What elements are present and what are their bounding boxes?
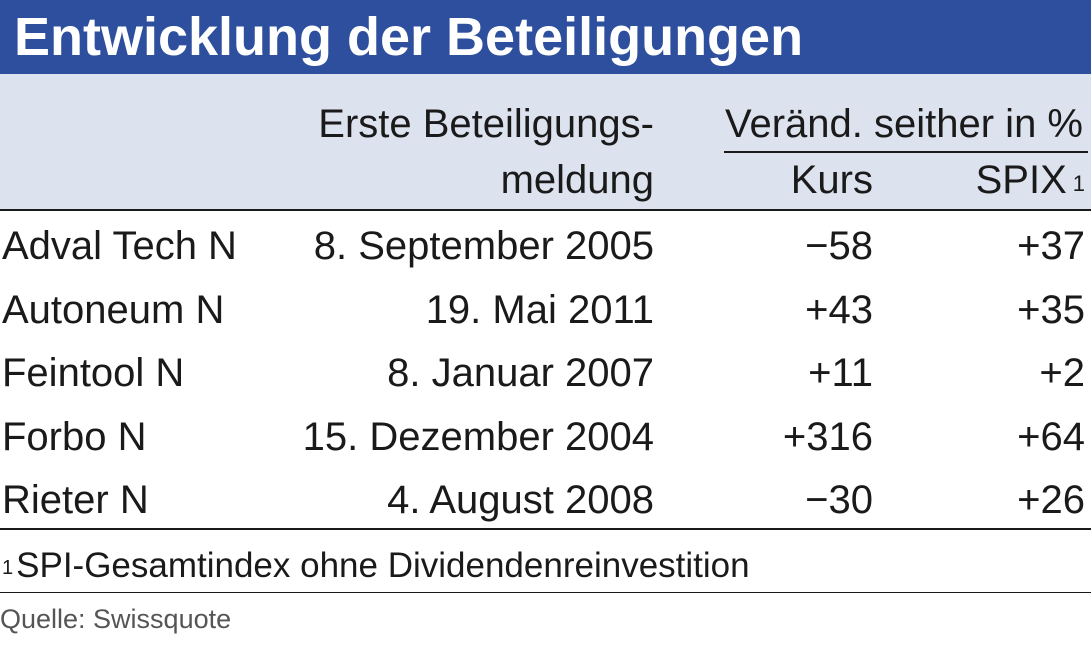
cell-spix: +2 <box>1039 351 1085 395</box>
footnote: 1SPI-Gesamtindex ohne Dividendenreinvest… <box>2 543 750 589</box>
cell-kurs: +11 <box>808 351 873 395</box>
chart-title: Entwicklung der Beteiligungen <box>14 7 804 67</box>
source: Quelle: Swissquote <box>0 604 232 634</box>
cell-spix: +26 <box>1017 478 1085 522</box>
header-spix-footnote-mark: 1 <box>1072 171 1085 196</box>
cell-kurs: −30 <box>805 478 873 522</box>
header-spix-label: SPIX <box>975 158 1067 202</box>
table-bottom-rule <box>0 528 1091 530</box>
cell-name: Rieter N <box>2 478 149 522</box>
header-date-line2: meldung <box>500 158 654 202</box>
cell-name: Adval Tech N <box>2 224 237 268</box>
cell-date: 19. Mai 2011 <box>425 287 654 332</box>
cell-name: Forbo N <box>2 414 147 459</box>
cell-kurs: −58 <box>805 224 873 268</box>
header-kurs: Kurs <box>790 158 873 202</box>
footnote-rule <box>0 592 1091 593</box>
header-change-group: Veränd. seither in % <box>725 102 1083 146</box>
header-group-rule <box>724 151 1088 153</box>
cell-spix: +37 <box>1017 224 1085 268</box>
title-bar <box>0 0 1091 74</box>
footnote-mark: 1 <box>2 557 14 579</box>
cell-spix: +35 <box>1017 287 1085 332</box>
cell-kurs: +43 <box>805 287 873 332</box>
footnote-text: SPI-Gesamtindex ohne Dividendenreinvesti… <box>16 546 750 585</box>
cell-spix: +64 <box>1017 414 1085 459</box>
cell-date: 15. Dezember 2004 <box>302 414 654 459</box>
cell-date: 4. August 2008 <box>387 478 654 522</box>
header-date-line1: Erste Beteiligungs- <box>318 102 654 146</box>
header-bottom-rule <box>0 209 1091 211</box>
cell-kurs: +316 <box>782 414 873 459</box>
cell-name: Autoneum N <box>2 287 225 332</box>
cell-date: 8. Januar 2007 <box>387 351 654 395</box>
cell-date: 8. September 2005 <box>313 224 654 268</box>
table-header <box>0 74 1091 211</box>
header-spix: SPIX 1 <box>976 156 1085 204</box>
cell-name: Feintool N <box>2 351 185 395</box>
